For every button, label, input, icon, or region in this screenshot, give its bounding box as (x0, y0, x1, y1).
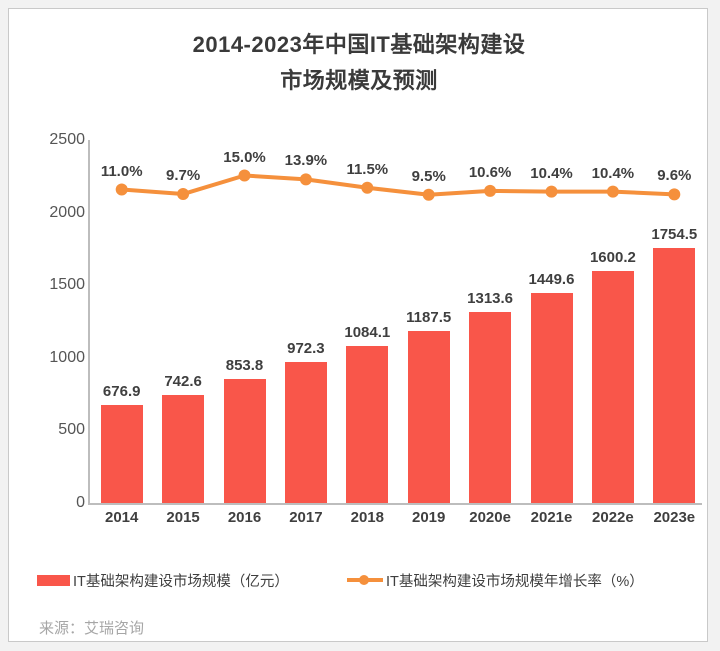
legend-label-market-size: IT基础架构建设市场规模（亿元） (73, 573, 289, 590)
growth-point-2014[interactable] (115, 183, 128, 196)
growth-value-label-2020e: 10.6% (468, 163, 512, 181)
bar-2019[interactable] (407, 330, 450, 503)
growth-value-label-2018: 11.5% (346, 160, 389, 178)
source-note: 来源：艾瑞咨询 (39, 620, 145, 637)
x-axis-label-2018: 2018 (350, 509, 384, 526)
y-axis-line (88, 140, 90, 504)
legend-item-market-size[interactable]: IT基础架构建设市场规模（亿元） (37, 565, 289, 595)
bar-value-label-2023e: 1754.5 (651, 226, 698, 244)
bar-2022e[interactable] (591, 270, 634, 503)
growth-point-2022e[interactable] (606, 185, 619, 198)
bar-value-label-2016: 853.8 (225, 357, 264, 375)
chart-canvas: 0 500 1000 1500 2000 2500 676.9 742.6 853.8 972.… (9, 9, 709, 643)
x-axis-label-2019: 2019 (412, 509, 446, 526)
bar-2016[interactable] (223, 379, 266, 503)
growth-point-2020e[interactable] (484, 184, 497, 197)
growth-value-label-2016: 15.0% (223, 148, 266, 166)
growth-rate-line (119, 173, 677, 197)
x-axis-label-2022e: 2022e (592, 509, 634, 526)
x-axis-label-2017: 2017 (289, 509, 323, 526)
bar-value-label-2021e: 1449.6 (528, 270, 575, 288)
growth-value-label-2023e: 9.6% (657, 167, 692, 185)
plot-area: 676.9 742.6 853.8 972.3 1084.1 1187.5 1313.6 14… (88, 140, 702, 505)
bar-2014[interactable] (100, 404, 143, 503)
growth-value-label-2021e: 10.4% (530, 164, 573, 182)
y-axis-tick-2500: 2500 (49, 131, 85, 148)
legend-bar-swatch-icon (37, 574, 70, 586)
growth-point-2016[interactable] (238, 169, 251, 182)
x-axis-label-2023e: 2023e (653, 509, 696, 526)
legend-label-growth-rate: IT基础架构建设市场规模年增长率（%） (386, 573, 644, 590)
x-axis-label-2021e: 2021e (530, 509, 573, 526)
y-axis-tick-2000: 2000 (49, 203, 85, 221)
chart-title-line-2: 市场规模及预测 (280, 68, 438, 93)
x-axis-category-labels: 2014 2015 2016 2017 2018 2019 2020e 2021e 2022e 2… (88, 509, 702, 535)
chart-legend: IT基础架构建设市场规模（亿元） IT基础架构建设市场规模年增长率（%） (29, 565, 689, 595)
growth-value-label-2019: 9.5% (411, 167, 446, 185)
y-axis-tick-labels: 0 500 1000 1500 2000 2500 (9, 9, 85, 643)
bar-value-label-2019: 1187.5 (406, 308, 452, 326)
growth-value-label-2015: 9.7% (165, 167, 201, 185)
x-axis-label-2014: 2014 (105, 509, 139, 526)
line-series-layer (115, 169, 681, 201)
x-axis-label-2016: 2016 (227, 509, 262, 526)
bar-2023e[interactable] (653, 248, 696, 503)
growth-point-2021e[interactable] (545, 185, 558, 198)
chart-title: 2014-2023年中国IT基础架构建设 市场规模及预测 (9, 27, 709, 99)
growth-point-2019[interactable] (422, 188, 435, 201)
bar-value-label-2020e: 1313.6 (467, 290, 514, 308)
chart-title-line-1: 2014-2023年中国IT基础架构建设 (192, 32, 526, 57)
bar-2021e[interactable] (530, 292, 573, 503)
y-axis-tick-1000: 1000 (49, 348, 85, 366)
growth-point-2017[interactable] (299, 173, 312, 186)
growth-value-label-2022e: 10.4% (591, 164, 635, 182)
bar-value-label-2017: 972.3 (287, 339, 325, 357)
bar-value-label-2014: 676.9 (102, 382, 141, 400)
growth-point-2015[interactable] (177, 188, 190, 201)
legend-item-growth-rate[interactable]: IT基础架构建设市场规模年增长率（%） (347, 565, 644, 595)
growth-value-label-2014: 11.0% (100, 162, 143, 180)
growth-point-2018[interactable] (361, 181, 374, 194)
x-axis-label-2020e: 2020e (469, 509, 511, 526)
chart-card: 2014-2023年中国IT基础架构建设 市场规模及预测 0 500 1000 150… (8, 8, 708, 642)
y-axis-tick-1500: 1500 (49, 276, 85, 294)
growth-point-2023e[interactable] (668, 188, 681, 201)
bar-2020e[interactable] (469, 312, 512, 503)
bar-2018[interactable] (346, 345, 389, 503)
bar-2015[interactable] (162, 395, 205, 503)
growth-value-label-2017: 13.9% (284, 152, 328, 170)
x-axis-label-2015: 2015 (166, 509, 200, 526)
y-axis-tick-500: 500 (58, 421, 85, 439)
bar-value-label-2022e: 1600.2 (589, 248, 636, 266)
y-axis-tick-0: 0 (76, 494, 85, 511)
bar-2017[interactable] (284, 361, 327, 503)
bar-value-label-2018: 1084.1 (344, 323, 391, 341)
x-axis-line (88, 503, 702, 505)
bar-value-label-2015: 742.6 (164, 373, 202, 391)
legend-line-dot-swatch-icon (347, 574, 383, 586)
growth-rate-points (115, 169, 681, 201)
